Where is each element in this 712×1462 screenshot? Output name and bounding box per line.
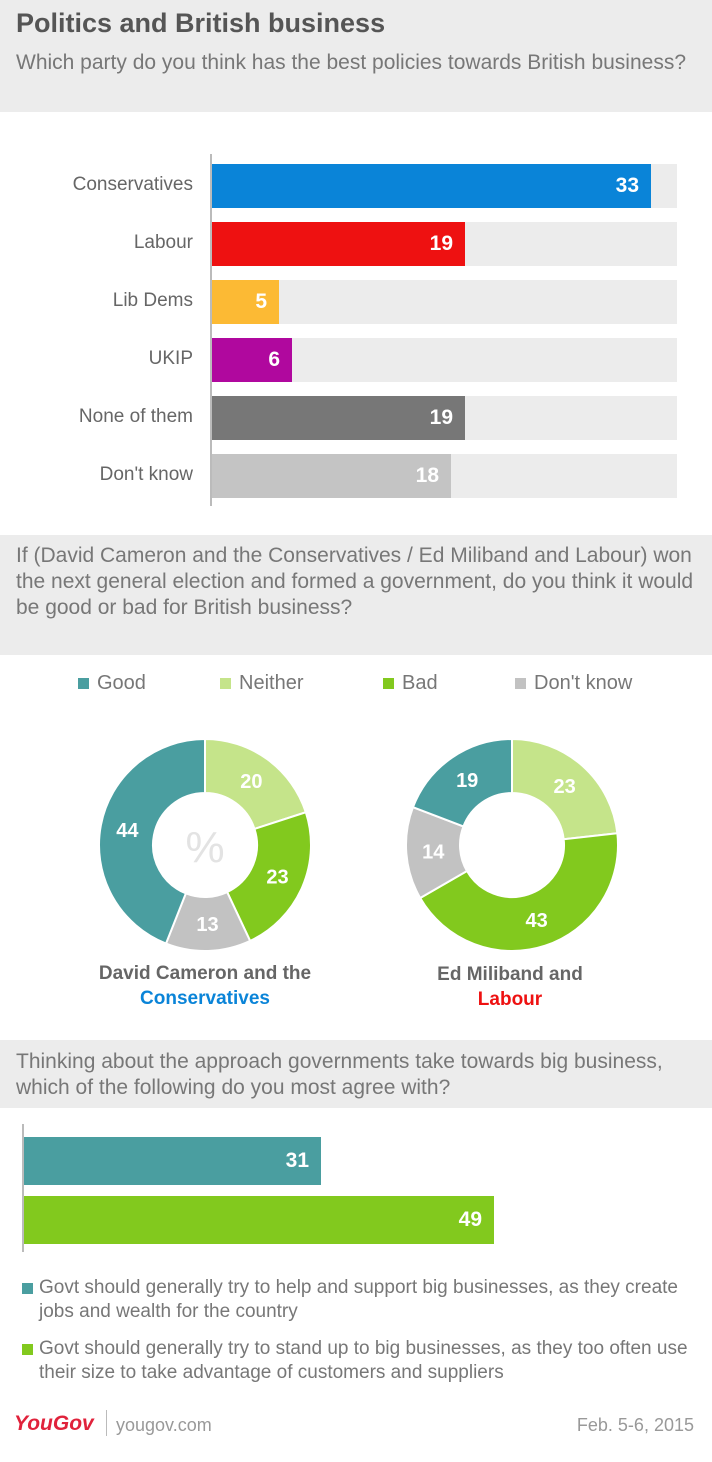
footer-legend-standup-swatch	[22, 1344, 33, 1355]
party-bar-value: 19	[429, 232, 453, 255]
donut-slice-value: 43	[526, 910, 548, 932]
donut-slice-bad	[225, 810, 312, 943]
party-bar-label: UKIP	[148, 348, 193, 369]
donut-slice-value: 20	[240, 771, 262, 793]
party-bar-value: 18	[415, 464, 439, 487]
approach-bar-value: 31	[285, 1149, 309, 1172]
donut-caption-cameron-line2: Conservatives	[140, 988, 270, 1009]
approach-bar-value: 49	[458, 1208, 482, 1231]
donut-slice-neither	[204, 737, 308, 831]
survey-date: Feb. 5-6, 2015	[576, 1415, 694, 1435]
donut-caption-miliband-line1: Ed Miliband and	[437, 964, 583, 985]
party-bar	[212, 396, 465, 440]
party-bar	[212, 454, 451, 498]
donut-slice-value: 13	[196, 914, 218, 936]
donut-caption-cameron: David Cameron and the Conservatives	[60, 961, 350, 1011]
legend-dontknow-swatch	[515, 678, 526, 689]
footer-legend-support-label: Govt should generally try to help and su…	[39, 1277, 678, 1322]
party-bar	[212, 164, 651, 208]
footer-legend-standup-label: Govt should generally try to stand up to…	[39, 1338, 688, 1383]
donut-slice-value: 14	[422, 841, 445, 863]
party-bar	[212, 338, 292, 382]
donut-slice-value: 44	[116, 820, 139, 842]
party-bar-track	[212, 222, 677, 266]
question-1: Which party do you think has the best po…	[16, 51, 687, 74]
party-chart-axis	[210, 154, 212, 506]
party-bar	[212, 280, 279, 324]
footer-divider	[106, 1410, 107, 1436]
party-bar-track	[212, 280, 677, 324]
question-3-band	[0, 1040, 712, 1108]
legend-neither-swatch	[220, 678, 231, 689]
donut-slice-good	[98, 737, 206, 945]
question-3: Thinking about the approach governments …	[16, 1050, 663, 1099]
yougov-logo: YouGov	[14, 1412, 94, 1435]
donut-center-percent: %	[185, 823, 224, 872]
party-bar-track	[212, 454, 677, 498]
party-bar-label: Lib Dems	[112, 290, 193, 311]
footer-legend-standup: Govt should generally try to stand up to…	[22, 1337, 702, 1385]
party-bar-track	[212, 338, 677, 382]
party-bar-label: Conservatives	[72, 174, 193, 195]
page-title: Politics and British business	[16, 8, 386, 38]
donut-caption-miliband: Ed Miliband and Labour	[370, 962, 650, 1012]
legend-bad: Bad	[383, 672, 438, 695]
party-bar-track	[212, 164, 677, 208]
donut-charts: 20 23 13 44 % 23 43 14 19	[98, 737, 619, 952]
site-url[interactable]: yougov.com	[116, 1415, 212, 1435]
party-bar-label: Labour	[133, 232, 193, 253]
approach-chart-axis	[22, 1124, 24, 1252]
approach-bar	[24, 1196, 494, 1244]
legend-good-swatch	[78, 678, 89, 689]
party-bar	[212, 222, 465, 266]
donut-caption-miliband-line2: Labour	[477, 989, 543, 1010]
legend-bad-swatch	[383, 678, 394, 689]
party-bar-value: 33	[615, 174, 639, 197]
question-2: If (David Cameron and the Conservatives …	[16, 544, 694, 619]
party-bar-label: Don't know	[99, 464, 193, 485]
legend-good-label: Good	[97, 672, 146, 694]
party-bar-track	[212, 396, 677, 440]
donut-slice-value: 19	[456, 770, 478, 792]
legend-neither-label: Neither	[239, 672, 304, 694]
legend-good: Good	[78, 672, 146, 695]
footer-legend-support-swatch	[22, 1283, 33, 1294]
donut-slice-bad	[418, 832, 619, 952]
donut-slice-good	[411, 737, 513, 828]
donut-caption-cameron-line1: David Cameron and the	[98, 963, 312, 984]
donut-slice-neither	[511, 737, 619, 841]
party-bar-label: None of them	[78, 406, 193, 427]
donut-slice-value: 23	[554, 776, 576, 798]
question-2-band	[0, 535, 712, 655]
legend-neither: Neither	[220, 672, 303, 695]
donut-slice-value: 23	[266, 866, 288, 888]
party-bar-value: 19	[429, 406, 453, 429]
party-bar-value: 5	[255, 290, 267, 313]
legend-dontknow: Don't know	[515, 672, 632, 695]
footer-legend-support: Govt should generally try to help and su…	[22, 1276, 702, 1324]
header-band	[0, 0, 712, 112]
legend-bad-label: Bad	[402, 672, 438, 694]
party-bar-value: 6	[268, 348, 280, 371]
legend-dontknow-label: Don't know	[534, 672, 633, 694]
approach-bar	[24, 1137, 321, 1185]
